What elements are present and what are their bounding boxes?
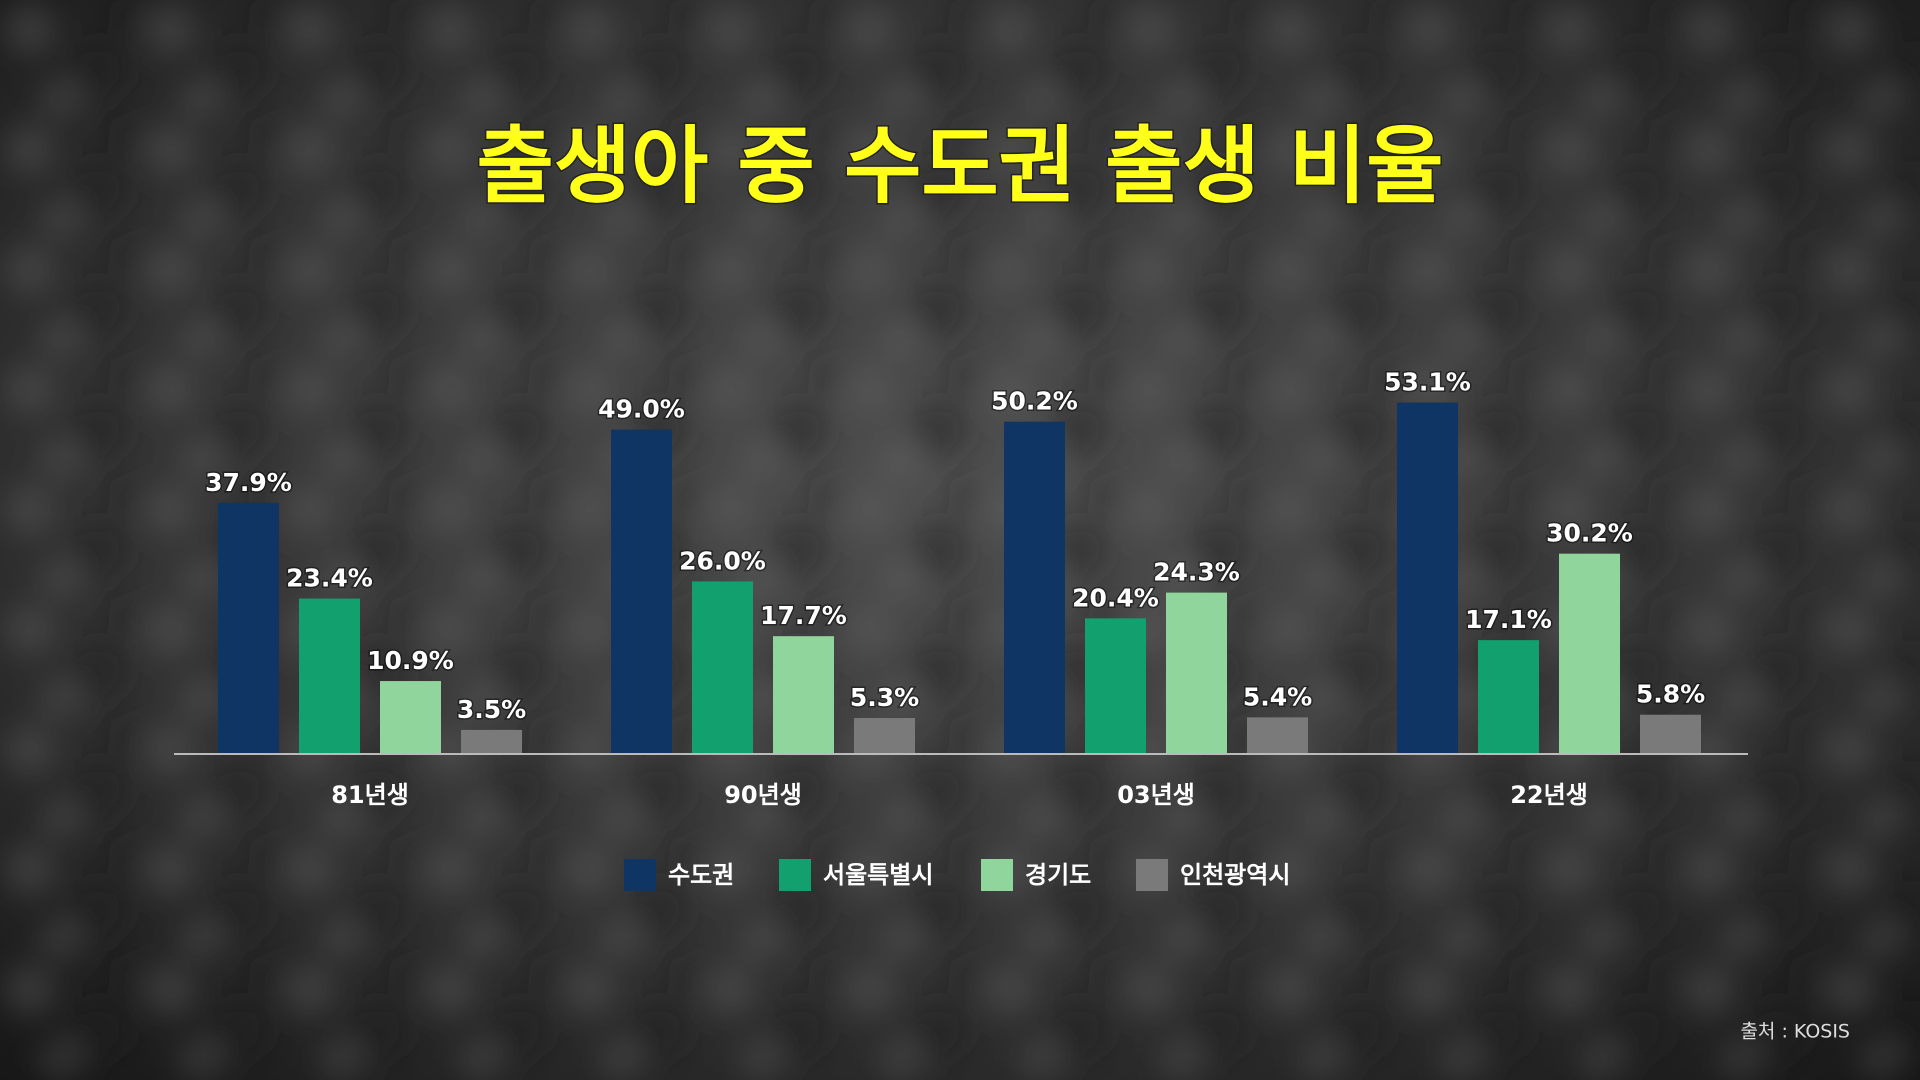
value-label: 49.0%	[598, 395, 685, 424]
bar	[773, 636, 834, 753]
chart-title: 출생아 중 수도권 출생 비율	[476, 117, 1443, 215]
value-label: 17.7%	[760, 601, 847, 630]
bar	[692, 581, 753, 753]
bar	[1478, 640, 1539, 753]
legend-swatch	[779, 859, 811, 891]
legend-swatch	[624, 859, 656, 891]
value-label: 23.4%	[286, 564, 373, 593]
legend-label: 수도권	[668, 861, 734, 889]
bar	[1166, 592, 1227, 753]
value-label: 5.4%	[1243, 682, 1312, 711]
bar	[1247, 717, 1308, 753]
bar	[1085, 618, 1146, 753]
legend-label: 서울특별시	[823, 861, 933, 889]
bar	[299, 598, 360, 753]
value-label: 5.3%	[850, 683, 919, 712]
bar	[1397, 402, 1458, 753]
bar	[1640, 714, 1701, 753]
x-tick-label: 90년생	[724, 781, 802, 809]
value-label: 20.4%	[1072, 583, 1159, 612]
source: 출처 : KOSIS	[1740, 1021, 1850, 1043]
bar	[218, 502, 279, 753]
value-label: 50.2%	[991, 387, 1078, 416]
bar	[854, 718, 915, 753]
value-label: 3.5%	[457, 695, 526, 724]
bar	[461, 729, 522, 753]
value-label: 24.3%	[1153, 558, 1240, 587]
bar	[380, 681, 441, 753]
legend-swatch	[981, 859, 1013, 891]
legend-label: 인천광역시	[1180, 861, 1290, 889]
bar	[1004, 421, 1065, 753]
legend-label: 경기도	[1025, 861, 1091, 889]
x-tick-label: 03년생	[1117, 781, 1195, 809]
value-label: 37.9%	[205, 468, 292, 497]
x-tick-label: 81년생	[331, 781, 409, 809]
value-label: 17.1%	[1465, 605, 1552, 634]
value-label: 53.1%	[1384, 368, 1471, 397]
legend-swatch	[1136, 859, 1168, 891]
value-label: 30.2%	[1546, 519, 1633, 548]
value-label: 26.0%	[679, 546, 766, 575]
bar	[611, 429, 672, 753]
value-label: 10.9%	[367, 646, 454, 675]
x-tick-label: 22년생	[1510, 781, 1588, 809]
value-label: 5.8%	[1636, 680, 1705, 709]
bar	[1559, 553, 1620, 753]
